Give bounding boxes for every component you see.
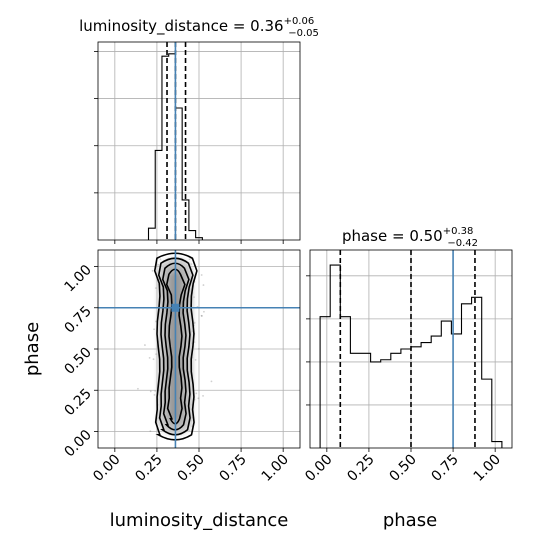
x-tick-label: 0.25 — [344, 452, 377, 485]
y-axis-label: phase — [22, 322, 43, 376]
scatter-point — [210, 380, 213, 383]
x-tick-label: 0.75 — [429, 452, 462, 485]
x-tick-label: 0.25 — [132, 452, 165, 485]
scatter-point — [155, 287, 157, 289]
scatter-point — [201, 315, 203, 317]
contour-line — [157, 257, 194, 436]
phase-histogram-ticks: 0.00 0.25 0.50 0.75 1.00 — [302, 275, 504, 485]
y-tick-label: 1.00 — [61, 262, 94, 295]
y-tick-label: 0.50 — [61, 345, 94, 378]
x-axis-label: luminosity_distance — [110, 510, 289, 531]
scatter-point — [152, 358, 155, 361]
scatter-point — [149, 430, 152, 433]
scatter-point — [202, 394, 204, 397]
x-tick-label: 0.50 — [174, 452, 207, 485]
scatter-point — [193, 296, 195, 299]
scatter-point — [202, 284, 205, 286]
contour-line — [161, 262, 190, 431]
scatter-point — [153, 393, 156, 396]
x-tick-label: 0.00 — [90, 452, 123, 485]
contour-truth-lines — [98, 250, 300, 448]
x-tick-label: 0.00 — [302, 452, 335, 485]
scatter-point — [137, 387, 139, 390]
phase-x-axis-label: phase — [383, 510, 437, 531]
x-tick-label: 0.50 — [386, 452, 419, 485]
phase-histogram-panel: 0.00 0.25 0.50 0.75 1.00 phase = 0.50+0.38 −0… — [302, 226, 513, 531]
scatter-point — [148, 356, 151, 359]
scatter-point — [157, 263, 160, 266]
phase-histogram-frame — [309, 249, 513, 449]
scatter-point — [144, 344, 146, 346]
scatter-point — [197, 397, 200, 400]
scatter-point — [200, 314, 203, 317]
scatter-point — [194, 358, 197, 361]
scatter-point — [195, 392, 198, 395]
scatter-point — [200, 274, 203, 276]
scatter-point — [188, 258, 191, 261]
phase-title: phase = 0.50+0.38 −0.42 — [342, 226, 478, 249]
y-tick-label: 0.75 — [61, 303, 94, 336]
y-tick-label: 0.25 — [61, 386, 94, 419]
contour-line — [165, 268, 186, 425]
scatter-point — [188, 429, 191, 432]
y-tick-label: 0.00 — [61, 427, 94, 460]
scatter-point — [159, 258, 162, 261]
contour-panel: 0.00 0.25 0.50 0.75 1.00 0.00 0.25 0.50 0.75 1.00… — [22, 249, 301, 531]
scatter-point — [153, 328, 155, 331]
scatter-point — [193, 321, 196, 324]
x-tick-label: 0.75 — [217, 452, 250, 485]
scatter-point — [203, 310, 205, 313]
x-tick-label: 1.00 — [259, 452, 292, 485]
luminosity-distance-histogram-panel: luminosity_distance = 0.36+0.06 −0.05 — [79, 16, 319, 244]
scatter-point — [155, 353, 158, 356]
scatter-point — [193, 322, 196, 325]
scatter-point — [154, 390, 157, 392]
luminosity-distance-quantile-lines — [166, 42, 187, 240]
truth-marker — [171, 303, 180, 312]
luminosity-distance-title: luminosity_distance = 0.36+0.06 −0.05 — [79, 16, 319, 39]
scatter-point — [151, 269, 154, 272]
phase-quantile-lines — [339, 250, 476, 448]
luminosity-distance-histogram-grid — [98, 42, 300, 240]
contour-line — [153, 252, 198, 441]
scatter-point — [155, 320, 157, 323]
luminosity-distance-histogram-frame — [97, 41, 301, 241]
contour-frame — [97, 249, 301, 449]
x-tick-label: 1.00 — [471, 452, 504, 485]
scatter-point — [190, 263, 193, 266]
scatter-point — [198, 348, 200, 350]
scatter-point — [149, 390, 152, 393]
luminosity-distance-histogram-ticks — [94, 51, 284, 244]
